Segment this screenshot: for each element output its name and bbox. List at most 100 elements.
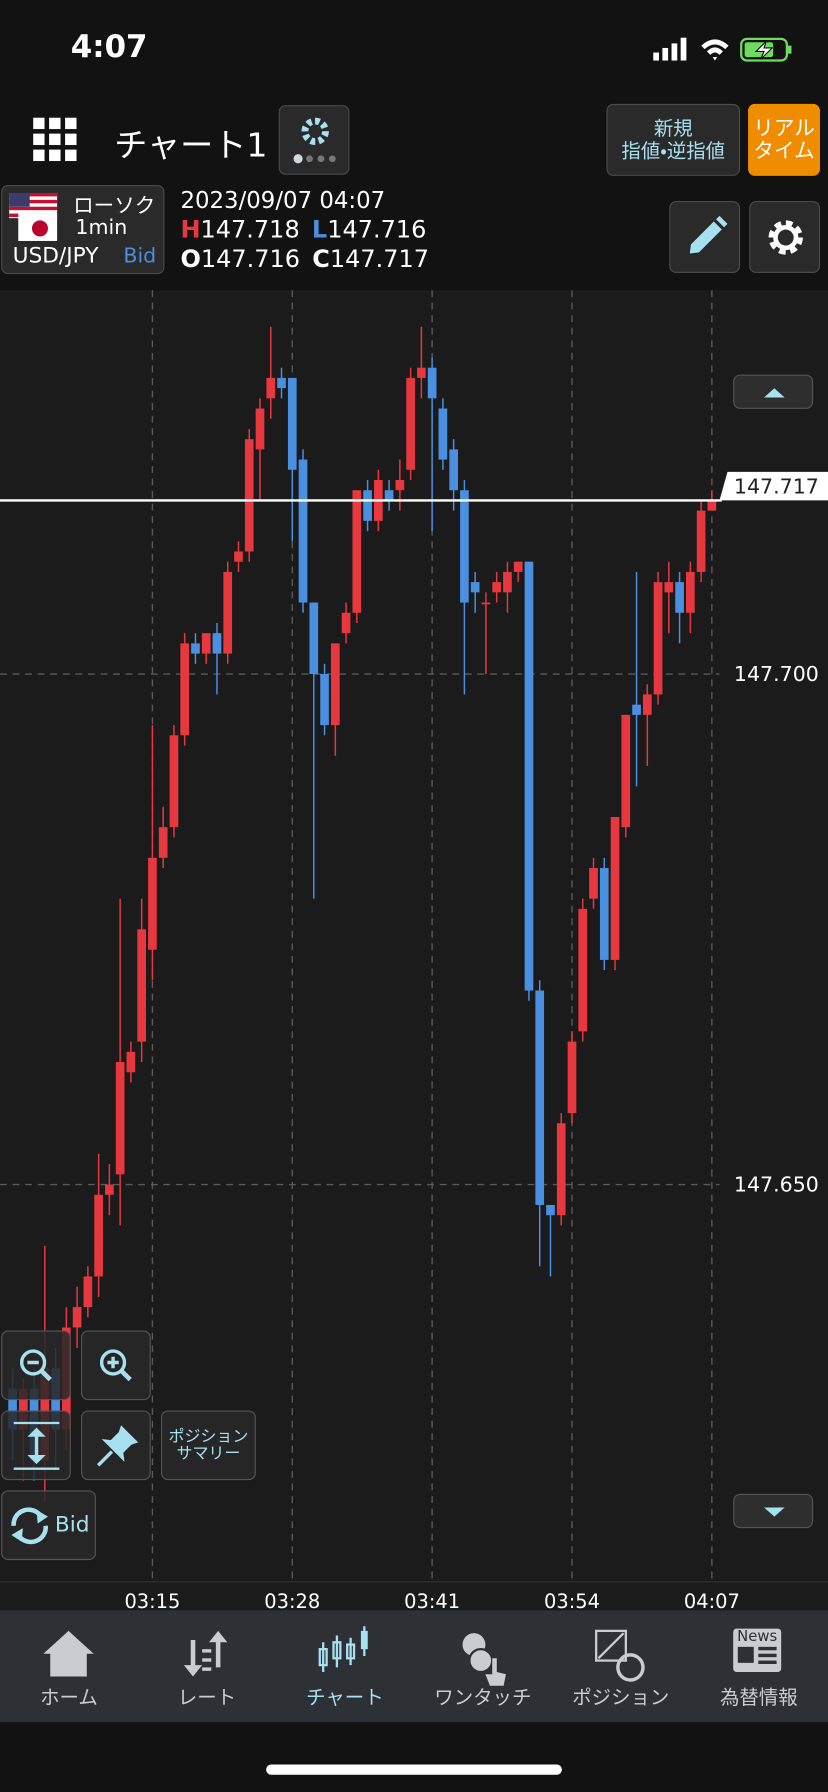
candle-body [255,408,265,450]
candle-body [675,582,684,613]
low-label: L [311,215,328,244]
scroll-up-button[interactable] [733,374,814,409]
high-label: H [180,215,201,244]
close-label: C [312,245,330,273]
candle-body [707,500,717,511]
scale-icon [13,1421,60,1470]
candle-body [201,633,211,654]
status-time: 4:07 [70,29,148,66]
nav-position[interactable]: ポジション [552,1610,690,1722]
candle-body [212,633,222,654]
candle-body [610,816,620,960]
candle-body [556,1123,566,1216]
y-tick-label: 147.700 [734,662,819,686]
candle-body [320,674,329,726]
candle-body [524,561,534,991]
home-icon [43,1630,95,1677]
candle-body [148,857,157,950]
open-label: O [180,245,201,273]
new-order-button[interactable]: 新規 指値・逆指値 [606,103,741,176]
one-touch-icon [462,1633,506,1686]
candle-body [105,1184,114,1195]
price-side: Bid [123,244,157,269]
open-value: 147.716 [200,245,301,273]
high-value: 147.718 [200,215,300,244]
price-side-button[interactable]: Bid [1,1490,96,1561]
nav-label: チャート [306,1686,384,1710]
candle-body [589,868,598,899]
candle-body [115,1062,125,1175]
candle-body [234,551,243,562]
home-indicator [266,1764,562,1775]
candle-body [384,490,394,501]
candle-body [363,490,372,521]
chart-settings-button[interactable] [278,105,350,175]
quote-row: O147.716 C147.717 [180,246,429,273]
candle-body [427,367,437,399]
scroll-down-button[interactable] [733,1493,814,1529]
zoom-out-button[interactable] [1,1330,71,1401]
nav-label: ポジション [572,1686,670,1710]
draw-button[interactable] [669,201,741,273]
nav-news[interactable]: News 為替情報 [690,1610,828,1722]
y-tick-label: 147.650 [734,1172,819,1196]
menu-icon[interactable] [33,117,79,164]
quote-datetime: 2023/09/07 04:07 [180,186,386,214]
candle-body [126,1051,136,1073]
nav-label: 為替情報 [719,1686,798,1710]
candle-body [352,490,362,613]
flags [9,193,58,241]
news-icon: News [733,1628,782,1672]
candle-body [169,735,179,828]
candle-body [83,1276,93,1308]
zoom-in-button[interactable] [81,1330,151,1401]
candle-body [180,643,190,736]
nav-rate[interactable]: レート [138,1610,276,1722]
position-summary-button[interactable]: ポジション サマリー [161,1410,256,1481]
candle-body [460,490,469,603]
candle-body [578,908,588,1032]
candle-body [266,377,276,399]
status-icons [653,37,792,62]
candle-body [309,602,319,675]
candle-body [244,439,254,552]
candle-body [492,582,502,593]
candle-body [621,714,631,828]
scale-button[interactable] [1,1410,71,1481]
realtime-label: タイム [753,138,815,163]
nav-chart[interactable]: チャート [276,1610,414,1722]
quote-row: H147.718 L147.716 [180,216,426,243]
candle-body [696,510,706,572]
nav-one-touch[interactable]: ワンタッチ [414,1610,552,1722]
candle-body [513,561,523,572]
candle-body [158,827,168,858]
realtime-button[interactable]: リアル タイム [748,103,821,176]
candle-body [632,704,641,715]
candle-body [137,929,147,1042]
settings-button[interactable] [749,201,821,273]
zoom-in-icon [99,1349,132,1382]
pin-button[interactable] [81,1410,151,1481]
candle-body [653,582,663,695]
x-tick-label: 03:28 [264,1590,320,1610]
low-value: 147.716 [327,215,427,244]
gear-icon [768,220,803,255]
candle-body [191,643,200,654]
new-order-label: 指値・逆指値 [621,139,726,163]
instrument-button[interactable]: ローソク 1min USD/JPY Bid [1,185,165,275]
x-tick-label: 03:15 [124,1590,180,1610]
last-price-box [719,471,828,501]
candle-body [298,459,308,603]
candle-body [341,612,351,634]
screen-title: チャート1 [114,125,268,165]
chart-icon [318,1626,368,1672]
x-tick-label: 04:07 [684,1590,740,1610]
candle-body [642,694,652,715]
realtime-label: リアル [753,115,815,140]
pencil-icon [689,215,728,254]
position-summary-label: ポジション [168,1427,249,1446]
candle-body [470,582,480,593]
nav-home[interactable]: ホーム [0,1610,138,1722]
